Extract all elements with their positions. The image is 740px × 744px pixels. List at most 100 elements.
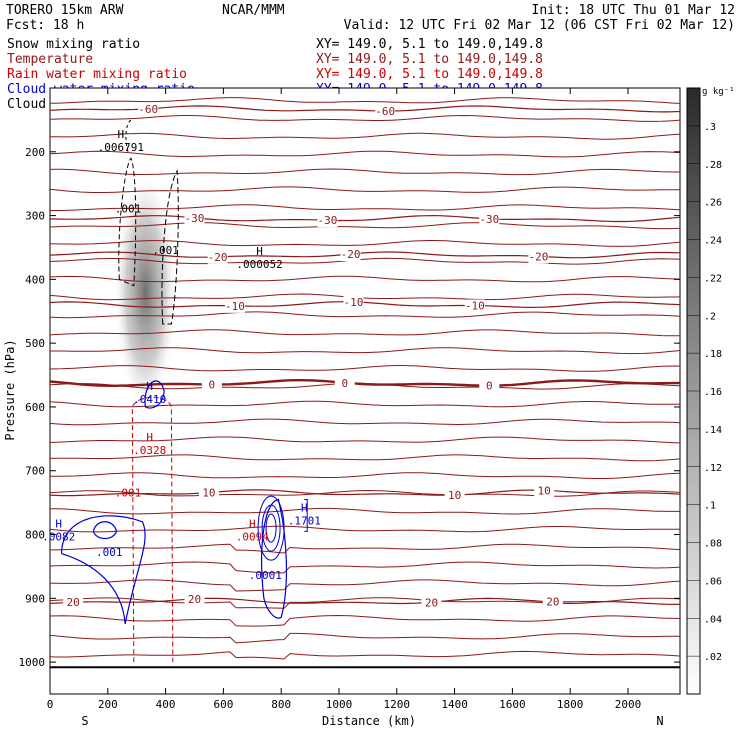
isotherm-label-bg [207,250,228,264]
isotherm-line [50,204,681,211]
isotherm-line [49,614,681,627]
isotherm-line [49,168,680,176]
x-tick-label: 200 [98,698,118,711]
colorbar-label: .16 [704,387,722,398]
isotherm-label-bg [421,596,442,610]
axes: 0 200 400 600 800 1000 1200 1400 1600 1800 2000200… [19,88,680,711]
annotation-value: .1701 [288,514,321,527]
colorbar-label: .18 [704,349,722,360]
annotation-high: H [117,128,124,141]
isotherm-label: 10 [538,484,551,497]
model-label: TORERO 15km ARW [6,3,124,18]
isotherm-line [50,472,681,479]
isotherm-label: -20 [341,248,361,261]
isotherm-20 [49,597,680,605]
isotherm-label-bg [464,299,485,313]
annotation-high: H [256,245,263,258]
isotherm-line [49,436,681,444]
isotherm-line [49,489,681,497]
isotherm-line [49,257,681,265]
cloudwater-ring [257,495,285,561]
snow-plume [113,172,178,413]
colorbar-label: .12 [704,463,722,474]
colorbar-label: .02 [704,652,722,663]
annotations: H.006791H.000052H.0410H.0328H.1701H.0082… [42,128,321,582]
y-tick-label: 800 [25,529,45,542]
isotherm--10 [49,301,681,309]
isotherm-label: 20 [546,596,559,609]
isotherm-label-bg [528,250,549,264]
isotherm-label: -60 [375,105,395,118]
isotherm-label: -10 [344,296,364,309]
isotherm-label-bg [534,484,555,498]
annotation-high: H [55,517,62,530]
contour-label: .001 [152,244,179,257]
colorbar-label: .28 [704,160,722,171]
isotherm--20 [49,251,681,259]
y-tick-label: 400 [25,273,45,286]
isotherm-line [49,114,681,122]
legend-label: Rain water mixing ratio [7,67,187,82]
init-label: Init: 18 UTC Thu 01 Mar 12 [532,3,736,18]
colorbar-label: .2 [704,311,716,322]
isotherm-label: 20 [425,596,438,609]
contour-label: .0001 [249,569,282,582]
isotherm-label-bg [334,376,355,390]
isotherm-label-bg [317,214,338,228]
isotherm-label: -10 [225,300,245,313]
isotherm-line [49,275,681,283]
annotation-value: .000052 [236,258,282,271]
cloudwater-contour-core [92,521,118,540]
isotherm-label: -20 [528,250,548,263]
x-tick-label: 1200 [384,698,411,711]
isotherm-line [50,347,681,355]
isotherm-label-bg [340,248,361,262]
legend-xy: XY= 149.0, 5.1 to 149.0,149.8 [316,52,543,67]
isotherm-line [49,97,681,104]
isotherm-label-bg [184,211,205,225]
colorbar: .3 .28 .26 .24 .22 .2 .18 .16 .14 .12 .1 .08 .06 .04.… [686,87,735,695]
cloudwater-contour-top [144,380,165,409]
contour-label: .001 [96,546,123,559]
contour-label: .001 [115,486,142,499]
legend-label: Temperature [7,52,93,67]
colorbar-label: .3 [704,122,716,133]
ice-contour-right [161,169,179,325]
colorbar-label: .14 [704,425,722,436]
isotherm-line [49,311,681,319]
y-tick-label: 300 [25,210,45,223]
cloudwater-ring [265,513,277,543]
isotherm-line [49,525,681,533]
x-tick-label: 400 [156,698,176,711]
annotation-value: .0410 [133,393,166,406]
isotherm-label: -30 [479,213,499,226]
isotherm-label: -60 [138,103,158,116]
isotherm-line [49,365,681,372]
y-tick-label: 600 [25,401,45,414]
colorbar-label: .1 [704,501,716,512]
org-label: NCAR/MMM [222,3,285,18]
isotherm-label-bg [184,592,205,606]
isotherm-line [49,561,681,574]
y-axis-title: Pressure (hPa) [3,339,17,440]
contour-label: .001 [115,202,142,215]
isotherm-line [49,150,681,158]
isotherm-line [49,579,681,592]
cloudwater-bracket-right [304,498,308,532]
colorbar-label: .06 [704,576,722,587]
isotherm-line [49,132,681,140]
isotherm-line [49,650,681,660]
snow-shading [113,172,178,413]
x-tick-label: 0 [47,698,54,711]
colorbar-label: .24 [704,236,722,247]
north-end-label: N [656,714,663,728]
isotherm-label: 20 [66,596,79,609]
isotherm-label: -20 [208,251,228,264]
isotherm-line [49,222,681,230]
isotherm-label: -30 [185,212,205,225]
fcst-label: Fcst: 18 h [6,18,84,33]
mixing-ratio-contours [60,119,308,663]
colorbar-unit: g kg⁻¹ [702,87,735,97]
